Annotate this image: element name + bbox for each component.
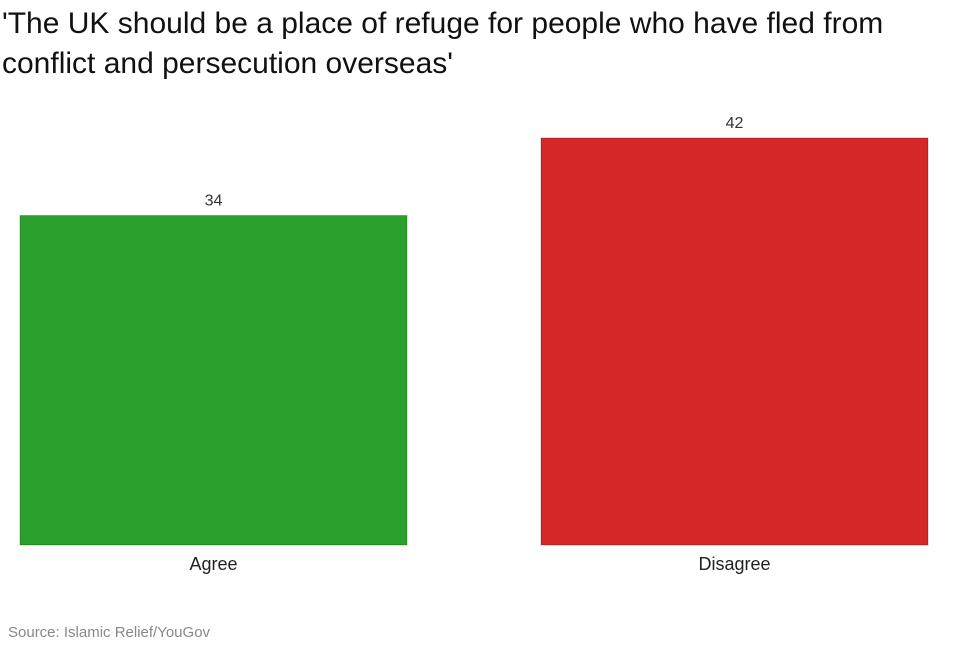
data-label: 42: [726, 115, 744, 132]
bar: [19, 215, 408, 546]
x-tick-label: Agree: [189, 554, 237, 574]
x-tick-label: Disagree: [698, 554, 770, 574]
data-label: 34: [205, 193, 223, 210]
bar: [540, 137, 929, 546]
source-note: Source: Islamic Relief/YouGov: [8, 624, 211, 641]
chart-title: 'The UK should be a place of refuge for …: [2, 7, 884, 80]
